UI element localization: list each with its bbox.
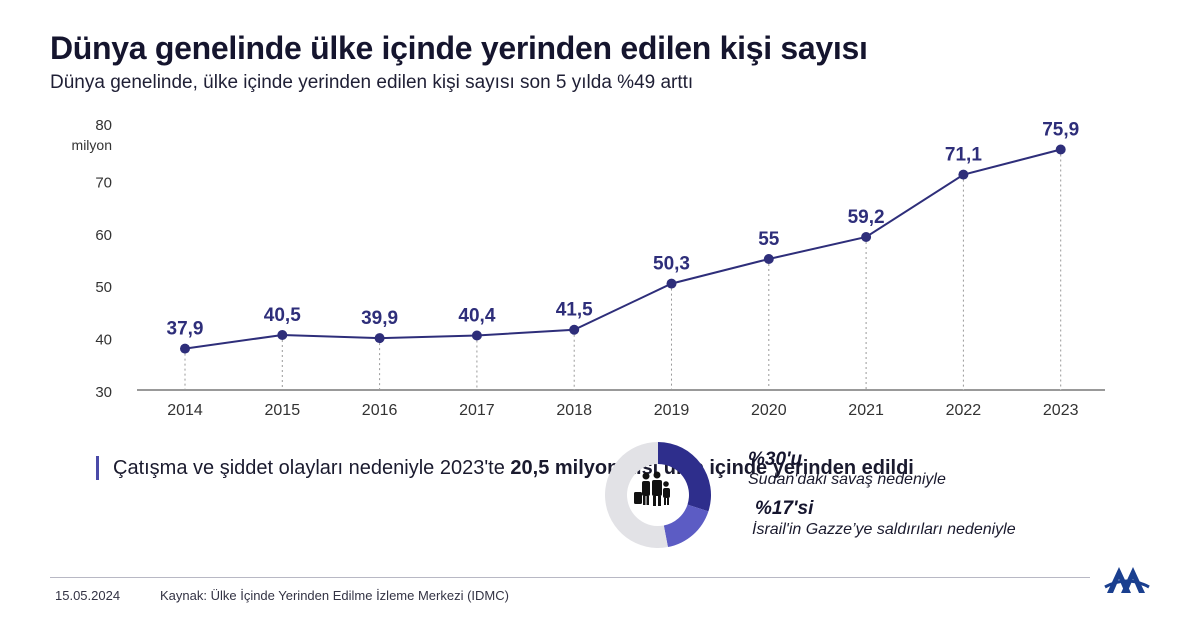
data-label: 40,4 [458, 306, 495, 327]
footer-date: 15.05.2024 [55, 588, 121, 603]
y-tick-label: 50 [95, 279, 112, 296]
x-tick-label: 2021 [848, 402, 884, 419]
data-label: 50,3 [653, 254, 690, 275]
data-label: 40,5 [264, 305, 301, 326]
x-tick-label: 2014 [167, 402, 203, 419]
y-tick-label: 30 [95, 384, 112, 401]
family-icon [634, 471, 670, 506]
x-tick-label: 2017 [459, 402, 495, 419]
x-tick-label: 2018 [556, 402, 592, 419]
x-tick-label: 2016 [362, 402, 398, 419]
y-unit-label: milyon [72, 137, 112, 153]
data-label: 41,5 [556, 300, 593, 321]
x-tick-label: 2019 [654, 402, 690, 419]
donut-label-1-description: Sudan'daki savaş nedeniyle [748, 471, 946, 488]
data-point [277, 329, 288, 340]
donut-label-2-percent: %17'si [755, 498, 814, 519]
data-label: 59,2 [848, 207, 885, 228]
donut-segment-rest [605, 442, 668, 548]
data-label: 71,1 [945, 145, 982, 166]
y-tick-label: 80 [95, 117, 112, 134]
y-tick-label: 60 [95, 227, 112, 244]
data-label: 55 [758, 229, 780, 250]
x-tick-label: 2023 [1043, 402, 1079, 419]
donut-chart [605, 442, 711, 548]
y-tick-label: 40 [95, 332, 112, 349]
footer-source: Kaynak: Ülke İçinde Yerinden Edilme İzle… [160, 588, 509, 603]
x-tick-label: 2020 [751, 402, 787, 419]
y-tick-label: 70 [95, 174, 112, 191]
donut-label-1-percent: %30'u [748, 449, 803, 470]
data-point [763, 254, 774, 264]
data-point [180, 343, 190, 354]
data-point [861, 231, 872, 242]
data-label: 39,9 [361, 308, 398, 329]
donut-segment-2 [663, 504, 709, 548]
x-tick-label: 2015 [265, 402, 301, 419]
page-subtitle: Dünya genelinde, ülke içinde yerinden ed… [50, 72, 694, 93]
data-point [666, 278, 677, 289]
series-line [184, 148, 1061, 350]
data-point [471, 330, 482, 341]
x-tick-label: 2022 [946, 402, 982, 419]
data-point [1055, 144, 1066, 155]
data-point [374, 333, 385, 344]
aa-logo-icon [1104, 567, 1150, 593]
data-point [569, 324, 580, 335]
footer-divider [50, 577, 1090, 578]
data-label: 37,9 [167, 319, 204, 340]
data-label: 75,9 [1042, 119, 1079, 140]
donut-segment-1 [658, 442, 711, 512]
callout-text-regular: Çatışma ve şiddet olayları nedeniyle 202… [113, 457, 511, 479]
data-point [958, 169, 969, 180]
page-title: Dünya genelinde ülke içinde yerinden edi… [50, 30, 868, 66]
donut-label-2-description: İsrail'in Gazze’ye saldırıları nedeniyle [752, 521, 1016, 538]
